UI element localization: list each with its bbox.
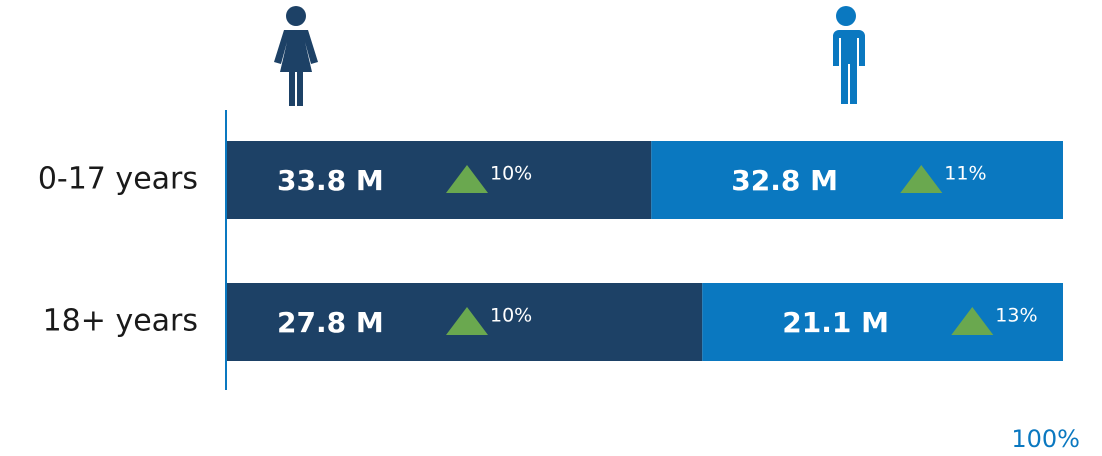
x-tick-label: 100% xyxy=(1011,425,1080,453)
change-marker xyxy=(900,165,943,193)
bar-segment xyxy=(702,283,1063,361)
change-label: 10% xyxy=(490,305,532,327)
value-label: 21.1 M xyxy=(782,306,889,339)
bar-segment xyxy=(651,141,1063,219)
change-marker xyxy=(951,307,994,335)
value-label: 32.8 M xyxy=(731,164,838,197)
value-label: 27.8 M xyxy=(277,306,384,339)
female-icon xyxy=(274,6,318,106)
change-marker xyxy=(446,165,488,193)
change-marker xyxy=(446,307,488,335)
change-label: 10% xyxy=(490,163,532,185)
value-label: 33.8 M xyxy=(277,164,384,197)
bar-segment xyxy=(227,141,652,219)
change-label: 11% xyxy=(944,163,986,185)
category-label: 0-17 years xyxy=(38,162,198,197)
change-label: 13% xyxy=(995,305,1037,327)
male-icon xyxy=(833,6,865,104)
category-label: 18+ years xyxy=(43,304,198,339)
